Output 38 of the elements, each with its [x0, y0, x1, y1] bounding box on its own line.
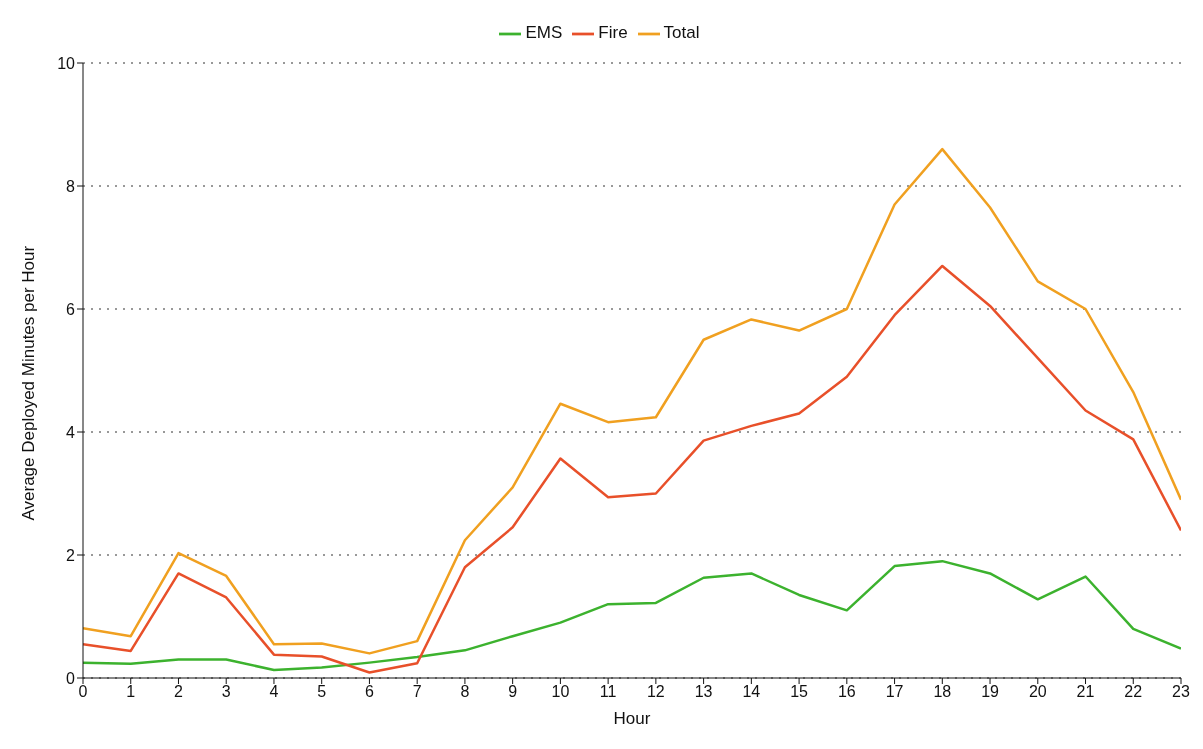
x-tick-label: 14: [742, 683, 761, 701]
y-tick-label: 0: [66, 669, 76, 687]
y-tick-label: 4: [66, 423, 76, 441]
line-series: [83, 147, 1181, 655]
y-tick-label: 6: [66, 300, 76, 318]
x-tick-label: 5: [317, 683, 327, 701]
x-axis-title: Hour: [613, 709, 651, 728]
x-tick-label: 11: [599, 683, 617, 701]
x-tick-label: 21: [1076, 683, 1095, 701]
x-tick-label: 17: [885, 683, 904, 701]
x-tick-label: 0: [78, 683, 88, 701]
x-tick-label: 9: [508, 683, 518, 701]
legend-label: Fire: [598, 23, 628, 43]
legend-label: Total: [663, 23, 700, 43]
x-tick-label: 16: [837, 683, 856, 701]
legend-label: EMS: [525, 23, 563, 43]
x-tick-label: 7: [412, 683, 422, 701]
y-tick-label: 8: [66, 177, 76, 195]
x-tick-label: 22: [1124, 683, 1143, 701]
line-series: [83, 264, 1181, 674]
x-tick-label: 23: [1172, 683, 1190, 701]
y-tick-label: 2: [66, 546, 76, 564]
x-tick-label: 6: [364, 683, 374, 701]
x-tick-label: 4: [269, 683, 279, 701]
line-series: [83, 559, 1181, 672]
x-tick-label: 20: [1028, 683, 1047, 701]
x-tick-label: 13: [694, 683, 713, 701]
x-tick-label: 15: [790, 683, 809, 701]
x-tick-label: 12: [646, 683, 665, 701]
x-tick-label: 18: [933, 683, 952, 701]
y-tick-label: 10: [57, 54, 76, 72]
x-tick-label: 3: [221, 683, 231, 701]
x-tick-label: 19: [981, 683, 1000, 701]
y-axis-title: Average Deployed Minutes per Hour: [19, 245, 39, 521]
x-tick-label: 1: [126, 683, 136, 701]
x-tick-label: 2: [174, 683, 184, 701]
x-tick-label: 10: [551, 683, 570, 701]
x-tick-label: 8: [460, 683, 470, 701]
